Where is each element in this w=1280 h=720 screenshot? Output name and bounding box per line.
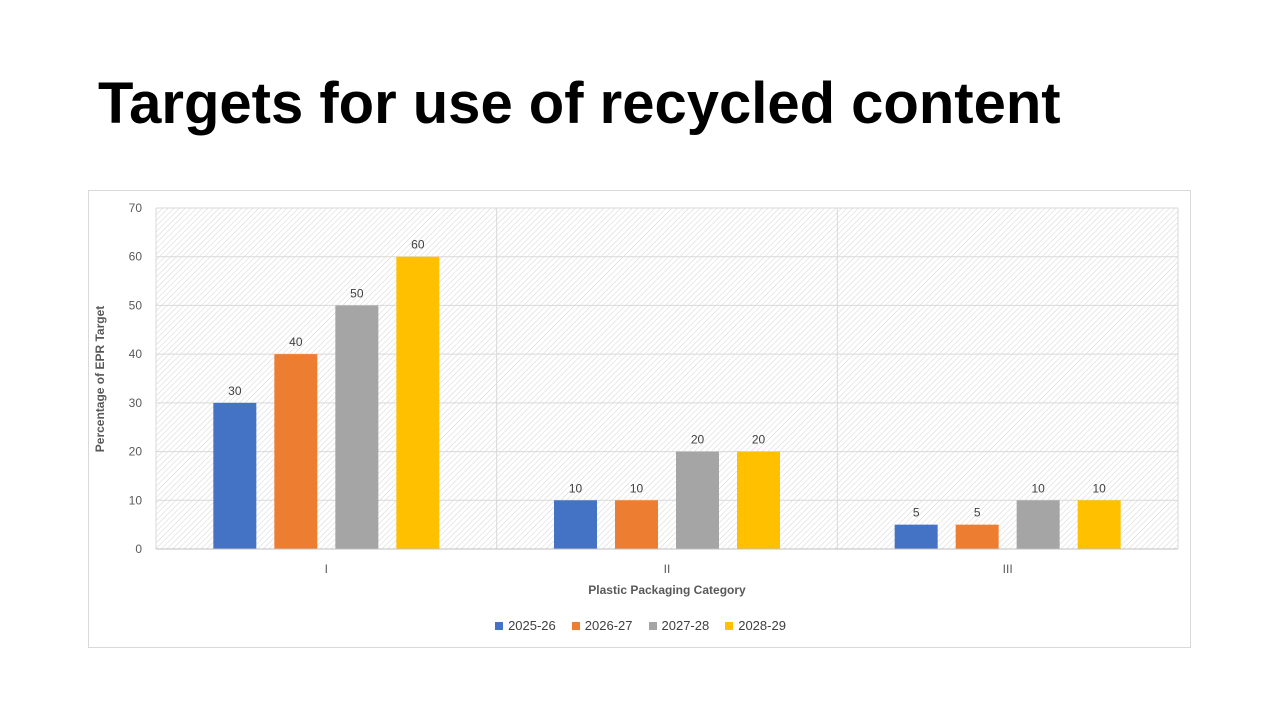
bar-2026-27-III <box>955 524 999 549</box>
bar-2027-28-I <box>335 305 379 549</box>
chart-legend: 2025-26 2026-27 2027-28 2028-29 <box>89 618 1192 633</box>
data-label: 10 <box>630 481 644 495</box>
legend-label: 2028-29 <box>738 618 786 633</box>
data-label: 10 <box>1031 481 1045 495</box>
legend-swatch <box>725 621 734 630</box>
x-tick-label: II <box>664 562 671 576</box>
y-tick-label: 30 <box>129 396 143 410</box>
legend-item: 2027-28 <box>648 618 710 633</box>
y-tick-label: 10 <box>129 493 143 507</box>
x-tick-label: I <box>325 562 328 576</box>
data-label: 10 <box>569 481 583 495</box>
bar-2028-29-I <box>396 256 440 549</box>
y-tick-label: 40 <box>129 347 143 361</box>
x-axis-title: Plastic Packaging Category <box>588 583 746 597</box>
legend-item: 2025-26 <box>495 618 556 633</box>
bar-2025-26-III <box>894 524 938 549</box>
plot-background <box>156 208 1178 549</box>
data-label: 40 <box>289 335 303 349</box>
y-tick-label: 60 <box>129 250 143 264</box>
bar-2028-29-II <box>737 451 780 549</box>
slide-title: Targets for use of recycled content <box>98 71 1061 136</box>
data-label: 20 <box>691 433 705 447</box>
y-tick-label: 70 <box>129 201 143 215</box>
y-axis-title: Percentage of EPR Target <box>93 306 107 452</box>
legend-label: 2026-27 <box>584 618 633 633</box>
data-label: 10 <box>1092 481 1106 495</box>
y-tick-label: 0 <box>135 542 142 556</box>
data-label: 5 <box>913 506 920 520</box>
chart-area: 30 40 50 60 10 10 20 20 5 5 10 10 0 10 20 30 40 50 60 70 I I… <box>88 190 1191 648</box>
x-tick-label: III <box>1003 562 1013 576</box>
bar-2027-28-III <box>1016 500 1060 549</box>
legend-label: 2027-28 <box>661 618 710 633</box>
data-label: 60 <box>411 238 425 252</box>
y-tick-label: 50 <box>129 298 143 312</box>
data-label: 20 <box>752 433 766 447</box>
bar-2025-26-I <box>213 402 257 549</box>
legend-swatch <box>495 621 504 630</box>
bar-2027-28-II <box>676 451 719 549</box>
legend-item: 2028-29 <box>725 618 786 633</box>
legend-swatch <box>648 621 657 630</box>
bar-2025-26-II <box>554 500 597 549</box>
bar-2026-27-I <box>274 354 318 549</box>
data-label: 30 <box>228 384 242 398</box>
bar-2026-27-II <box>615 500 658 549</box>
data-label: 50 <box>350 286 364 300</box>
bar-2028-29-III <box>1077 500 1121 549</box>
legend-label: 2025-26 <box>508 618 556 633</box>
data-label: 5 <box>974 506 981 520</box>
legend-item: 2026-27 <box>571 618 633 633</box>
y-tick-label: 20 <box>129 445 143 459</box>
legend-swatch <box>571 621 580 630</box>
